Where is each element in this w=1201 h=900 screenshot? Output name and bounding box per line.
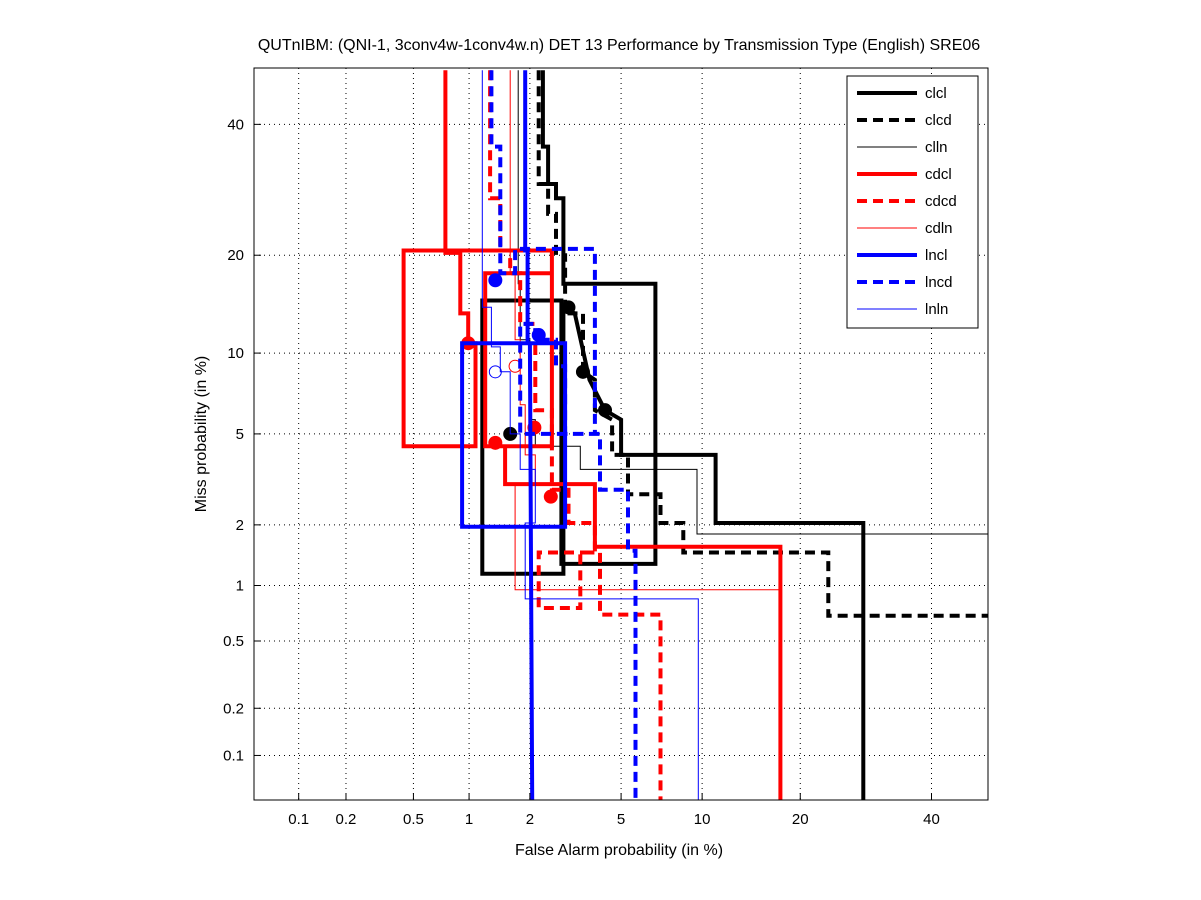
legend-item-lnln: lnln — [857, 301, 948, 318]
x-tick-label: 5 — [617, 811, 625, 828]
legend-label: clcl — [925, 85, 947, 102]
series-lnln — [481, 70, 699, 800]
legend-label: cdcd — [925, 193, 957, 210]
legend-item-clln: clln — [857, 139, 948, 156]
y-tick-label: 0.1 — [223, 747, 244, 764]
legend-item-cdcl: cdcl — [857, 166, 952, 183]
x-tick-label: 0.2 — [336, 811, 357, 828]
y-tick-label: 5 — [236, 426, 244, 443]
y-tick-label: 40 — [227, 116, 244, 133]
y-tick-label: 0.2 — [223, 700, 244, 717]
series-marker-lncd — [488, 273, 503, 288]
series-marker-clcd — [575, 364, 590, 379]
x-tick-label: 40 — [923, 811, 940, 828]
series-line-cdcd — [488, 70, 663, 800]
series-cdcd — [488, 70, 663, 800]
legend-label: cdcl — [925, 166, 952, 183]
x-ticks: 0.1 0.2 0.5 1 2 5 10 20 40 — [288, 793, 940, 828]
legend-item-cdcd: cdcd — [857, 193, 957, 210]
legend-item-clcl: clcl — [857, 85, 947, 102]
legend-item-clcd: clcd — [857, 112, 952, 129]
series-clcd — [536, 70, 988, 618]
y-axis-label: Miss probability (in %) — [193, 356, 210, 512]
y-tick-label: 0.5 — [223, 633, 244, 650]
legend-item-lncd: lncd — [857, 274, 953, 291]
x-tick-label: 1 — [465, 811, 473, 828]
legend-item-cdln: cdln — [857, 220, 953, 237]
x-axis-label: False Alarm probability (in %) — [515, 842, 723, 859]
series-marker-cdcl — [488, 435, 503, 450]
x-tick-label: 20 — [792, 811, 809, 828]
legend-label: lnln — [925, 301, 948, 318]
legend-label: clcd — [925, 112, 952, 129]
series-lncd — [488, 70, 638, 800]
x-tick-label: 0.5 — [403, 811, 424, 828]
y-ticks: 0.1 0.2 0.5 1 2 5 10 20 40 — [223, 116, 261, 764]
series-line-lncd — [489, 70, 638, 800]
legend-label: lncd — [925, 274, 953, 291]
x-tick-label: 0.1 — [288, 811, 309, 828]
y-tick-label: 20 — [227, 247, 244, 264]
series-marker-cdcd — [543, 489, 558, 504]
legend-item-lncl: lncl — [857, 247, 948, 264]
legend: clcl clcd clln cdcl cdcd cdln lncl lncd lnln — [846, 75, 979, 329]
series-marker-lnln — [488, 365, 502, 379]
series-group — [401, 70, 988, 800]
series-line-lnln — [481, 70, 699, 800]
chart-title: QUTnIBM: (QNI-1, 3conv4w-1conv4w.n) DET … — [258, 37, 980, 54]
y-tick-label: 1 — [236, 578, 244, 595]
legend-label: lncl — [925, 247, 948, 264]
y-tick-label: 2 — [236, 517, 244, 534]
x-tick-label: 2 — [526, 811, 534, 828]
x-tick-label: 10 — [694, 811, 711, 828]
legend-label: cdln — [925, 220, 953, 237]
y-tick-label: 10 — [227, 345, 244, 362]
legend-label: clln — [925, 139, 948, 156]
series-line-clcd — [536, 70, 988, 618]
